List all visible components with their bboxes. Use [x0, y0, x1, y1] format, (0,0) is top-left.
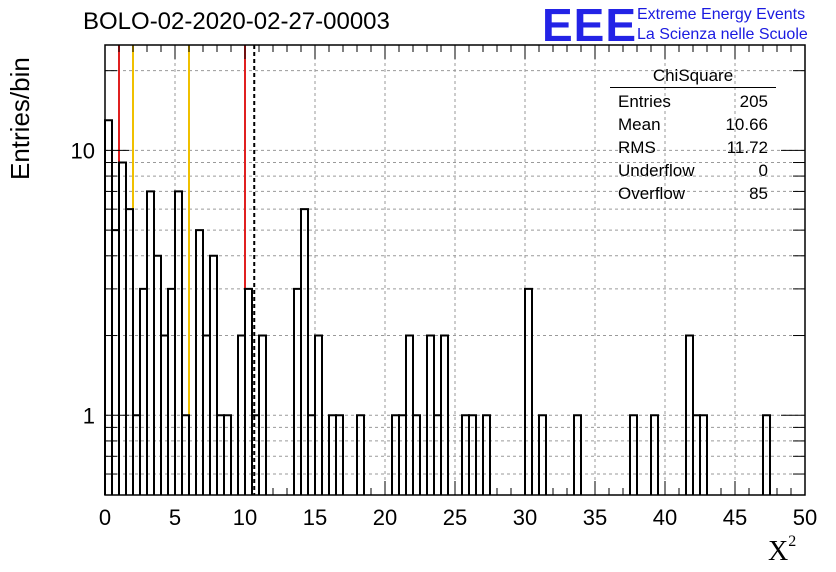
- x-tick-label: 10: [233, 505, 257, 530]
- histogram-bin: [524, 287, 533, 495]
- histogram-bin: [650, 414, 659, 495]
- x-tick-label: 15: [303, 505, 327, 530]
- histogram-bin: [440, 334, 449, 495]
- histogram-bin: [300, 208, 309, 495]
- histogram-bin: [153, 254, 162, 495]
- stats-label: Mean: [618, 115, 661, 134]
- histogram-bin: [174, 190, 183, 495]
- histogram-bin: [146, 190, 155, 495]
- stats-value: 0: [758, 161, 768, 180]
- x-tick-label: 5: [169, 505, 181, 530]
- histogram-bin: [125, 208, 134, 495]
- histogram-bin: [335, 414, 344, 495]
- stats-value: 11.72: [726, 138, 768, 157]
- stats-row-entries: Entries 205: [610, 90, 776, 113]
- stats-label: Overflow: [618, 184, 686, 203]
- x-tick-label: 25: [443, 505, 467, 530]
- stats-label: RMS: [618, 138, 656, 157]
- histogram-bin: [573, 414, 582, 495]
- x-tick-label: 35: [583, 505, 607, 530]
- stats-row-mean: Mean 10.66: [610, 113, 776, 136]
- histogram-bin: [356, 414, 365, 495]
- histogram-bin: [538, 414, 547, 495]
- histogram-bin: [181, 414, 190, 495]
- x-axis-label-text: X: [768, 536, 789, 567]
- histogram-bin: [167, 287, 176, 495]
- histogram-bin: [244, 287, 253, 495]
- histogram-bin: [111, 229, 120, 495]
- histogram-bin: [118, 161, 127, 495]
- x-axis-label: X2: [768, 532, 797, 568]
- histogram-bin: [209, 254, 218, 495]
- axes: 0 5 10 15 20 25 30 35 40 45 50 1 10: [71, 44, 817, 530]
- stats-label: Underflow: [618, 161, 695, 180]
- stats-value: 205: [739, 92, 768, 111]
- histogram-bin: [314, 334, 323, 495]
- histogram-bin: [482, 414, 491, 495]
- stats-row-rms: RMS 11.72: [610, 136, 776, 159]
- histogram-bin: [629, 414, 638, 495]
- x-tick-label: 0: [99, 505, 111, 530]
- x-tick-label: 45: [723, 505, 747, 530]
- x-tick-label: 20: [373, 505, 397, 530]
- x-axis-label-superscript: 2: [788, 532, 797, 550]
- histogram-bin: [139, 287, 148, 495]
- histogram-bin: [468, 414, 477, 495]
- logo-line-2: La Scienza nelle Scuole: [637, 26, 808, 43]
- stats-label: Entries: [618, 92, 671, 111]
- y-tick-label: 10: [71, 138, 95, 163]
- stats-box: ChiSquare Entries 205 Mean 10.66 RMS 11.…: [610, 66, 776, 205]
- histogram-bin: [258, 334, 267, 495]
- x-tick-label: 50: [793, 505, 817, 530]
- stats-value: 85: [749, 184, 768, 203]
- histogram-bin: [762, 414, 771, 495]
- histogram-bin: [223, 414, 232, 495]
- eee-logo: EEE Extreme Energy Events La Scienza nel…: [542, 0, 808, 51]
- stats-row-overflow: Overflow 85: [610, 182, 776, 205]
- x-tick-label: 40: [653, 505, 677, 530]
- stats-row-underflow: Underflow 0: [610, 159, 776, 182]
- chart-title: BOLO-02-2020-02-27-00003: [83, 8, 390, 35]
- stats-title: ChiSquare: [610, 66, 776, 88]
- grid: [105, 45, 805, 495]
- logo-text: EEE: [542, 0, 638, 51]
- histogram-bin: [412, 414, 421, 495]
- histogram-bin: [293, 287, 302, 495]
- y-axis-label: Entries/bin: [5, 57, 35, 180]
- x-tick-label: 30: [513, 505, 537, 530]
- logo-line-1: Extreme Energy Events: [637, 6, 806, 23]
- histogram-bin: [195, 229, 204, 495]
- stats-value: 10.66: [725, 115, 768, 134]
- histogram-bin: [699, 414, 708, 495]
- y-tick-label: 1: [83, 403, 95, 428]
